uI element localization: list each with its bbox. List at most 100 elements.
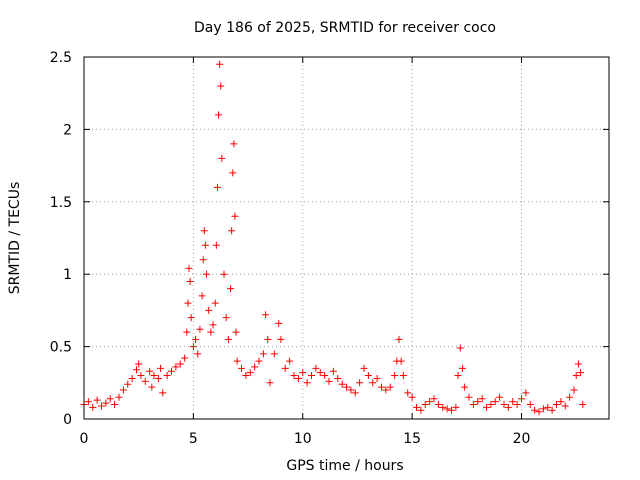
- data-point: [518, 395, 525, 403]
- data-point: [217, 82, 225, 90]
- data-point: [259, 350, 267, 358]
- data-point: [487, 401, 495, 409]
- data-point: [386, 383, 394, 391]
- data-point: [303, 379, 311, 387]
- data-point: [207, 328, 215, 336]
- x-axis-label: GPS time / hours: [286, 458, 403, 474]
- data-point: [299, 369, 307, 377]
- data-point: [456, 344, 464, 352]
- data-point: [504, 403, 512, 411]
- data-point: [334, 374, 342, 382]
- data-point: [185, 264, 193, 272]
- data-point: [360, 364, 368, 372]
- data-point: [553, 401, 560, 409]
- data-point: [89, 403, 97, 411]
- data-point: [200, 227, 208, 235]
- data-point: [275, 319, 283, 327]
- x-tick-label: 20: [513, 431, 531, 447]
- data-point: [458, 364, 466, 372]
- data-point: [184, 299, 192, 307]
- data-point: [135, 360, 143, 368]
- data-point: [572, 372, 580, 380]
- data-point: [443, 405, 451, 413]
- data-point: [133, 366, 140, 374]
- data-point: [557, 398, 565, 406]
- data-point: [192, 335, 200, 343]
- data-point: [181, 354, 189, 362]
- y-tick-label: 2: [63, 122, 72, 138]
- data-point: [93, 396, 101, 404]
- data-point: [395, 335, 403, 343]
- x-tick-labels: 0 5 10 15 20: [80, 431, 531, 447]
- y-tick-label: 0.5: [50, 340, 72, 356]
- data-point: [391, 372, 399, 380]
- y-tick-label: 1: [63, 267, 72, 283]
- data-point: [577, 369, 585, 377]
- data-point: [496, 393, 504, 401]
- data-point: [561, 402, 569, 410]
- data-point: [242, 372, 250, 380]
- data-point: [229, 169, 237, 177]
- data-point: [513, 401, 521, 409]
- y-tick-label: 2.5: [50, 50, 72, 66]
- data-point: [421, 401, 429, 409]
- data-point: [343, 383, 350, 391]
- data-point: [124, 380, 132, 388]
- data-point: [203, 270, 210, 278]
- data-point: [474, 398, 482, 406]
- data-point: [141, 377, 149, 385]
- data-point: [232, 328, 240, 336]
- data-point: [264, 335, 272, 343]
- data-point: [255, 357, 263, 365]
- data-point: [154, 374, 162, 382]
- data-point: [168, 367, 175, 375]
- data-point: [115, 393, 123, 401]
- data-point: [312, 364, 320, 372]
- data-point: [222, 314, 230, 322]
- data-point: [211, 299, 219, 307]
- data-point: [150, 372, 158, 380]
- data-point: [325, 377, 333, 385]
- data-point: [215, 111, 223, 119]
- data-point: [176, 360, 184, 368]
- y-tick-label: 1.5: [50, 195, 72, 211]
- y-tick-labels: 0 0.5 1 1.5 2 2.5: [50, 50, 72, 428]
- data-point: [84, 398, 92, 406]
- data-point: [454, 372, 462, 380]
- data-point: [413, 403, 420, 411]
- x-tick-label: 15: [403, 431, 421, 447]
- data-point: [194, 350, 202, 358]
- data-point: [570, 386, 578, 394]
- data-point: [205, 306, 213, 314]
- data-point: [183, 328, 191, 336]
- data-point: [157, 364, 165, 372]
- data-point: [526, 401, 534, 409]
- data-point: [469, 401, 477, 409]
- data-point: [106, 395, 114, 403]
- data-point: [218, 154, 226, 162]
- data-point: [364, 372, 372, 380]
- data-point: [408, 393, 416, 401]
- data-point: [209, 321, 217, 329]
- data-point: [294, 374, 302, 382]
- y-axis-label: SRMTID / TECUs: [7, 182, 23, 295]
- data-point: [189, 343, 197, 351]
- data-point: [522, 389, 530, 397]
- data-point: [246, 369, 254, 377]
- data-point: [277, 335, 285, 343]
- data-point: [290, 372, 298, 380]
- data-point: [434, 401, 442, 409]
- data-point: [316, 369, 324, 377]
- data-point: [224, 335, 232, 343]
- data-point: [448, 406, 455, 414]
- data-point: [478, 395, 486, 403]
- data-point: [452, 403, 460, 411]
- data-point: [351, 389, 359, 397]
- data-point: [500, 401, 508, 409]
- data-point: [404, 389, 412, 397]
- data-point: [465, 393, 473, 401]
- data-point: [238, 364, 245, 372]
- data-point: [102, 399, 110, 407]
- data-point: [461, 383, 469, 391]
- data-point: [128, 374, 136, 382]
